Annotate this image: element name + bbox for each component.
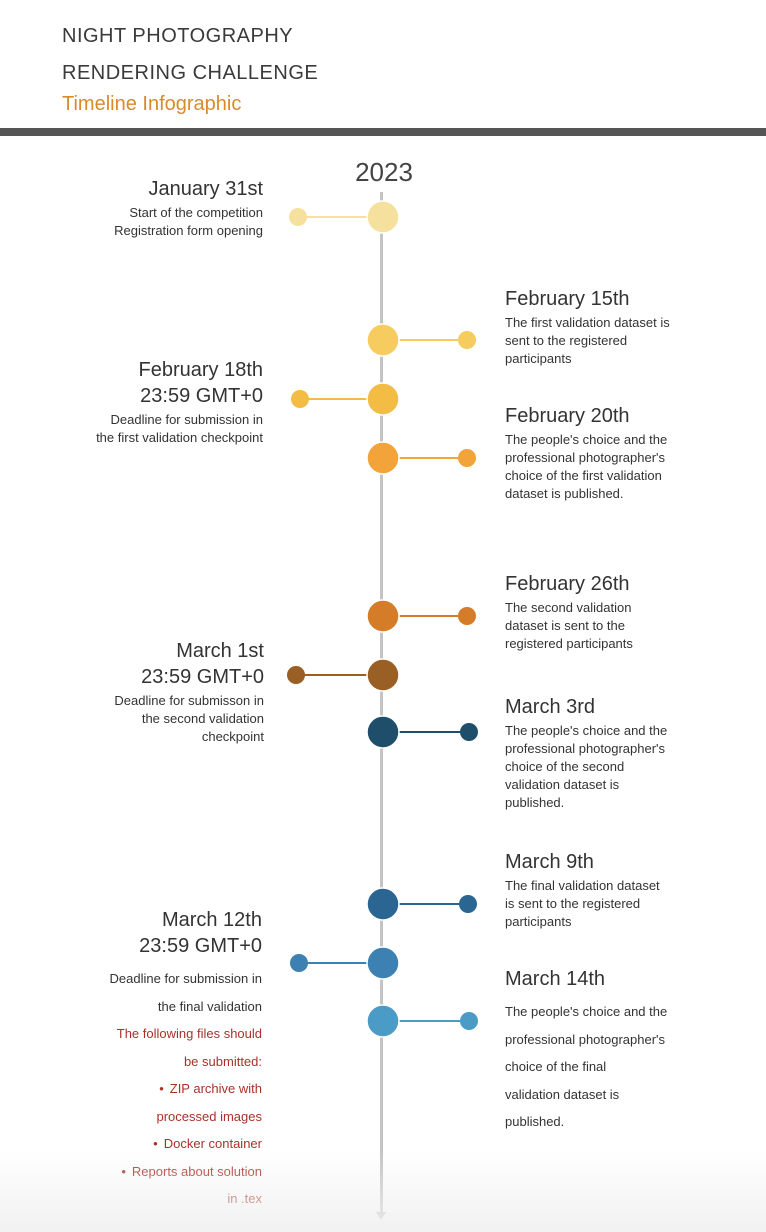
event-end-dot (458, 331, 476, 349)
event-end-dot (458, 449, 476, 467)
header-divider (0, 128, 766, 136)
event-node (366, 887, 400, 921)
event-march-14: March 14th The people's choice and the p… (505, 966, 745, 1136)
event-node (366, 200, 400, 234)
page-title: NIGHT PHOTOGRAPHY RENDERING CHALLENGE (62, 25, 319, 84)
event-end-dot (290, 954, 308, 972)
event-node (366, 323, 400, 357)
event-date: February 20th (505, 405, 630, 427)
event-february-26: February 26th The second validation data… (505, 571, 745, 653)
event-end-dot (458, 607, 476, 625)
event-march-12: March 12th 23:59 GMT+0 Deadline for subm… (0, 907, 262, 1213)
event-end-dot (287, 666, 305, 684)
bullet-icon: • (159, 1081, 164, 1096)
event-description: Start of the competition Registration fo… (114, 205, 263, 238)
event-date: February 26th (505, 573, 630, 595)
bullet-icon: • (153, 1136, 158, 1151)
event-description: The people's choice and the professional… (505, 432, 668, 501)
event-description: Deadline for submission in the first val… (96, 412, 263, 445)
event-node (366, 715, 400, 749)
event-time: 23:59 GMT+0 (141, 666, 264, 688)
page-subtitle: Timeline Infographic (62, 93, 242, 115)
event-date: March 14th (505, 968, 606, 990)
event-date: March 3rd (505, 696, 596, 718)
event-node (366, 599, 400, 633)
event-description: The second validation dataset is sent to… (505, 600, 633, 651)
event-description: Deadline for submisson in the second val… (114, 693, 264, 744)
event-end-dot (459, 895, 477, 913)
event-description: Deadline for submission in the final val… (0, 965, 262, 1213)
event-node (366, 441, 400, 475)
file-item-zip: • ZIP archive with (159, 1081, 262, 1096)
event-date: March 12th (161, 909, 262, 931)
event-node (366, 946, 400, 980)
file-item-reports: • Reports about solution (121, 1163, 262, 1179)
event-node (366, 382, 400, 416)
event-end-dot (291, 390, 309, 408)
file-item-docker: • Docker container (153, 1136, 262, 1151)
event-march-3: March 3rd The people's choice and the pr… (505, 694, 745, 812)
event-end-dot (289, 208, 307, 226)
event-march-1: March 1st 23:59 GMT+0 Deadline for submi… (0, 638, 264, 746)
event-time: 23:59 GMT+0 (140, 385, 263, 407)
event-date: January 31st (148, 178, 263, 200)
event-date: March 1st (176, 640, 264, 662)
event-february-15: February 15th The first validation datas… (505, 286, 745, 368)
event-end-dot (460, 1012, 478, 1030)
event-february-18: February 18th 23:59 GMT+0 Deadline for s… (0, 357, 263, 447)
event-node (366, 658, 400, 692)
event-date: February 18th (138, 359, 263, 381)
event-time: 23:59 GMT+0 (139, 935, 262, 957)
timeline-year: 2023 (355, 157, 413, 187)
event-description: The people's choice and the professional… (505, 1004, 668, 1129)
timeline-axis (380, 192, 383, 1214)
event-description: The people's choice and the professional… (505, 723, 668, 810)
event-node (366, 1004, 400, 1038)
event-march-9: March 9th The final validation dataset i… (505, 849, 745, 931)
event-description: The first validation dataset is sent to … (505, 315, 670, 366)
event-end-dot (460, 723, 478, 741)
bullet-icon: • (121, 1163, 126, 1179)
event-date: March 9th (505, 851, 594, 873)
event-description: The final validation dataset is sent to … (505, 878, 660, 929)
event-january-31: January 31st Start of the competition Re… (0, 176, 263, 240)
event-date: February 15th (505, 288, 630, 310)
event-february-20: February 20th The people's choice and th… (505, 403, 745, 503)
